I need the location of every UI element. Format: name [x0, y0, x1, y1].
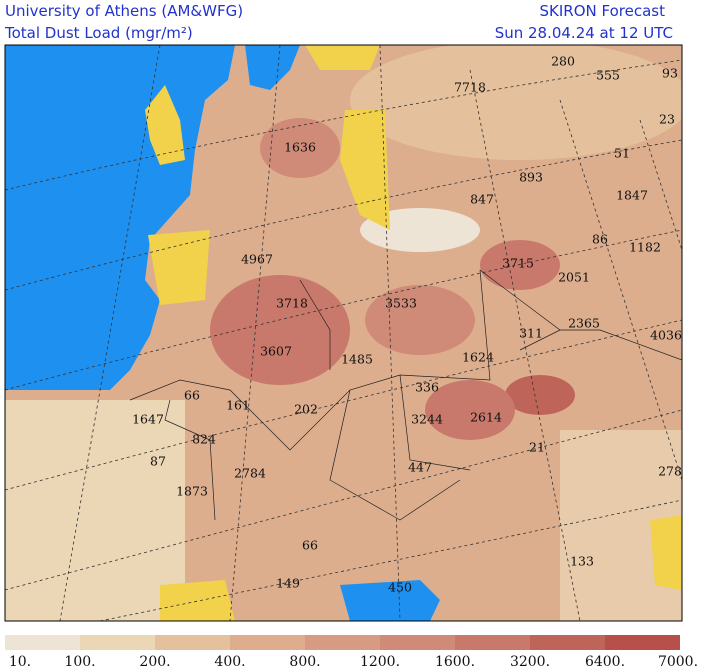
colorbar-swatch: [80, 635, 155, 650]
value-label: 3533: [385, 296, 417, 311]
colorbar-label: 800.: [289, 654, 320, 670]
value-label: 93: [662, 66, 678, 81]
value-label: 86: [592, 232, 608, 247]
value-label: 3718: [276, 296, 308, 311]
value-label: 893: [519, 170, 543, 185]
value-label: 3607: [260, 344, 292, 359]
colorbar-label: 200.: [139, 654, 170, 670]
no-dust: [305, 45, 380, 70]
value-label: 280: [551, 54, 575, 69]
colorbar-label: 100.: [64, 654, 95, 670]
dust: [425, 380, 515, 440]
value-label: 133: [570, 554, 594, 569]
value-label: 1847: [616, 188, 648, 203]
value-label: 2051: [558, 270, 590, 285]
value-label: 3244: [411, 412, 443, 427]
value-label: 202: [294, 402, 318, 417]
no-dust: [148, 230, 210, 305]
colorbar-label: 400.: [214, 654, 245, 670]
value-label: 2365: [568, 316, 600, 331]
colorbar-swatch: [155, 635, 230, 650]
value-label: 4036: [650, 328, 682, 343]
value-label: 447: [408, 460, 432, 475]
colorbar-swatch: [305, 635, 380, 650]
graticule: [5, 45, 682, 621]
no-dust: [145, 85, 185, 165]
value-label: 336: [415, 380, 439, 395]
no-dust: [650, 515, 682, 590]
map-frame: [4, 44, 683, 622]
dust: [350, 45, 682, 160]
value-label: 87: [150, 454, 166, 469]
title-line: Total Dust Load (mgr/m²): [4, 24, 193, 42]
colorbar-label: 1200.: [360, 654, 400, 670]
colorbar-swatch: [455, 635, 530, 650]
colorbar: 10. 100. 200. 400. 800. 1200. 1600. 3200. 6400. 7…: [5, 635, 698, 670]
value-label: 161: [226, 398, 250, 413]
value-label: 824: [192, 432, 216, 447]
no-dust: [340, 110, 390, 230]
sea: [340, 580, 440, 621]
dust: [260, 118, 340, 178]
value-label: 1636: [284, 140, 316, 155]
colorbar-label: 10.: [9, 654, 31, 670]
value-label: 450: [388, 580, 412, 595]
colorbar-swatch: [5, 635, 80, 650]
map-labels: 7718 280 555 93 23 1636 51 893 847 1847 86 1182 4967…: [132, 54, 682, 595]
title-line: SKIRON Forecast: [540, 2, 666, 20]
dust: [360, 208, 480, 252]
colorbar-swatch: [380, 635, 455, 650]
value-label: 311: [519, 326, 543, 341]
value-label: 51: [614, 146, 630, 161]
borders: [129, 269, 682, 521]
value-label: 3715: [502, 256, 534, 271]
value-label: 1873: [176, 484, 208, 499]
value-label: 847: [470, 192, 494, 207]
value-label: 278: [658, 464, 682, 479]
colorbar-swatch: [530, 635, 605, 650]
colorbar-label: 6400.: [585, 654, 625, 670]
value-label: 66: [184, 388, 200, 403]
value-label: 1182: [629, 240, 661, 255]
sea: [245, 45, 300, 90]
value-label: 66: [302, 538, 318, 553]
dust: [480, 240, 560, 290]
map: [5, 45, 682, 621]
dust: [505, 375, 575, 415]
value-label: 4967: [241, 252, 273, 267]
value-label: 1485: [341, 352, 373, 367]
value-label: 7718: [454, 80, 486, 95]
value-label: 1624: [462, 350, 494, 365]
colorbar-swatch: [605, 635, 680, 650]
value-label: 555: [596, 68, 620, 83]
colorbar-label: 7000.: [658, 654, 698, 670]
value-label: 1647: [132, 412, 164, 427]
colorbar-label: 1600.: [435, 654, 475, 670]
dust: [210, 275, 350, 385]
title-line: University of Athens (AM&WFG): [5, 2, 243, 20]
colorbar-swatch: [230, 635, 305, 650]
dust: [365, 285, 475, 355]
land-light: [5, 400, 185, 621]
colorbar-label: 3200.: [510, 654, 550, 670]
value-label: 21: [529, 440, 545, 455]
title-line: Sun 28.04.24 at 12 UTC: [495, 24, 673, 42]
value-label: 23: [659, 112, 675, 127]
value-label: 2784: [234, 466, 266, 481]
value-label: 2614: [470, 410, 502, 425]
value-label: 149: [276, 576, 300, 591]
no-dust: [160, 580, 235, 621]
